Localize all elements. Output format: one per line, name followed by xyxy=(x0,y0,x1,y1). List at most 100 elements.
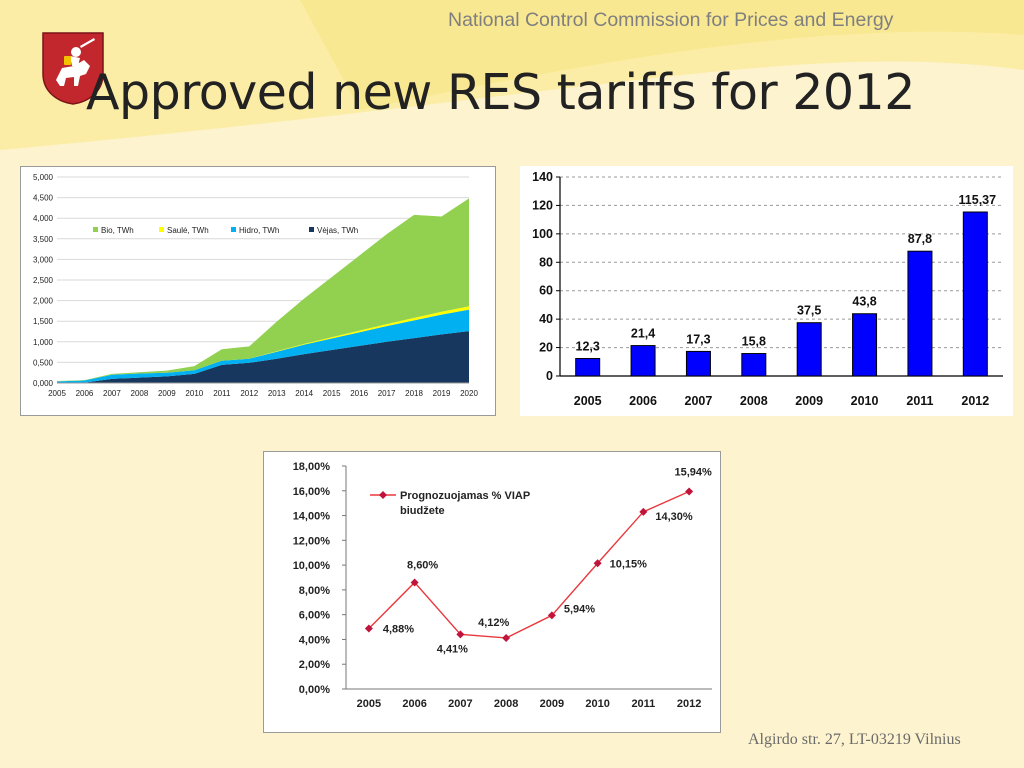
x-tick-label: 2006 xyxy=(76,389,94,398)
x-tick-label: 2005 xyxy=(48,389,66,398)
res-generation-area-chart: 0,000 0,500 1,000 1,500 2,000 2,500 3,000 3,500… xyxy=(33,173,478,398)
x-tick-label: 2012 xyxy=(240,389,258,398)
res-generation-area-chart-panel: 0,000 0,500 1,000 1,500 2,000 2,500 3,000 3,500… xyxy=(20,166,496,416)
x-tick-label: 2012 xyxy=(677,698,701,710)
bar-value-label: 21,4 xyxy=(631,327,655,341)
bar xyxy=(796,322,822,377)
x-tick-label: 2009 xyxy=(158,389,176,398)
data-point-marker xyxy=(502,633,511,642)
data-point-label: 15,94% xyxy=(674,467,712,479)
x-tick-label: 2011 xyxy=(213,389,231,398)
x-tick-label: 2010 xyxy=(185,389,203,398)
area-series-1 xyxy=(57,331,469,383)
legend-swatch xyxy=(231,227,236,232)
bar xyxy=(685,350,711,377)
legend-swatch xyxy=(93,227,98,232)
x-tick-label: 2008 xyxy=(740,394,768,408)
y-tick-label: 1,500 xyxy=(33,317,54,326)
legend-label: Saulė, TWh xyxy=(167,226,209,235)
y-tick-label: 0 xyxy=(546,369,553,383)
x-tick-label: 2006 xyxy=(629,394,657,408)
data-point-marker xyxy=(639,507,648,516)
y-tick-label: 1,000 xyxy=(33,338,54,347)
y-tick-label: 18,00% xyxy=(293,461,331,473)
bar xyxy=(852,313,878,377)
x-tick-label: 2005 xyxy=(574,394,602,408)
y-tick-label: 120 xyxy=(532,198,553,212)
bar-value-label: 43,8 xyxy=(852,295,876,309)
y-tick-label: 4,00% xyxy=(299,634,330,646)
y-tick-label: 100 xyxy=(532,227,553,241)
bar xyxy=(962,211,988,377)
y-tick-label: 20 xyxy=(539,341,553,355)
data-point-marker xyxy=(593,559,602,568)
y-tick-label: 3,500 xyxy=(33,235,54,244)
y-tick-label: 2,00% xyxy=(299,659,330,671)
y-tick-label: 4,500 xyxy=(33,194,54,203)
y-tick-label: 4,000 xyxy=(33,214,54,223)
bar-value-label: 12,3 xyxy=(576,340,600,354)
x-tick-label: 2011 xyxy=(906,394,933,408)
legend-marker xyxy=(379,491,387,499)
area-series-4 xyxy=(57,198,469,382)
legend-label: Vėjas, TWh xyxy=(317,226,358,235)
x-tick-label: 2020 xyxy=(460,389,478,398)
legend-label: Hidro, TWh xyxy=(239,226,279,235)
page-title: Approved new RES tariffs for 2012 xyxy=(86,64,915,121)
y-tick-label: 0,500 xyxy=(33,358,54,367)
x-tick-label: 2019 xyxy=(433,389,451,398)
bar xyxy=(907,250,933,377)
data-point-label: 8,60% xyxy=(407,559,438,571)
x-tick-label: 2009 xyxy=(795,394,823,408)
bar-value-label: 87,8 xyxy=(908,232,932,246)
data-point-label: 4,12% xyxy=(478,617,509,629)
res-support-bar-chart-panel: 0 20 40 60 80 100 120 140 12,3 2005 21,4 2006 17,3 20… xyxy=(520,166,1013,416)
x-tick-label: 2012 xyxy=(961,394,989,408)
series-line xyxy=(368,490,690,639)
x-tick-label: 2016 xyxy=(350,389,368,398)
x-tick-label: 2010 xyxy=(585,698,609,710)
y-tick-label: 80 xyxy=(539,255,553,269)
x-tick-label: 2014 xyxy=(295,389,313,398)
legend-label: biudžete xyxy=(400,505,445,517)
y-tick-label: 8,00% xyxy=(299,585,330,597)
x-tick-label: 2009 xyxy=(540,698,564,710)
x-tick-label: 2017 xyxy=(378,389,396,398)
bar xyxy=(741,353,767,377)
x-tick-label: 2007 xyxy=(103,389,121,398)
viap-budget-line-chart: 0,00% 2,00% 4,00% 6,00% 8,00% 10,00% 12,00% 14,… xyxy=(293,461,712,710)
bar xyxy=(575,358,601,377)
x-tick-label: 2007 xyxy=(685,394,713,408)
data-point-marker xyxy=(410,578,419,587)
x-tick-label: 2018 xyxy=(405,389,423,398)
x-tick-label: 2013 xyxy=(268,389,286,398)
y-tick-label: 0,000 xyxy=(33,379,54,388)
x-tick-label: 2010 xyxy=(851,394,879,408)
viap-budget-line-chart-panel: 0,00% 2,00% 4,00% 6,00% 8,00% 10,00% 12,00% 14,… xyxy=(263,451,721,733)
bar-value-label: 115,37 xyxy=(959,193,997,207)
x-tick-label: 2006 xyxy=(402,698,426,710)
data-point-marker xyxy=(547,611,556,620)
legend-label: Prognozuojamas % VIAP xyxy=(400,490,530,502)
data-point-label: 5,94% xyxy=(564,603,595,615)
data-point-marker xyxy=(456,630,465,639)
y-tick-label: 14,00% xyxy=(293,511,331,523)
coat-of-arms-logo xyxy=(42,32,104,105)
x-tick-label: 2015 xyxy=(323,389,341,398)
x-tick-label: 2007 xyxy=(448,698,472,710)
bar-value-label: 15,8 xyxy=(742,335,766,349)
x-tick-label: 2008 xyxy=(131,389,149,398)
y-tick-label: 16,00% xyxy=(293,486,331,498)
legend-swatch xyxy=(159,227,164,232)
data-point-marker xyxy=(364,624,373,633)
res-support-bar-chart: 0 20 40 60 80 100 120 140 12,3 2005 21,4 2006 17,3 20… xyxy=(532,170,1003,408)
y-tick-label: 2,000 xyxy=(33,297,54,306)
legend-swatch xyxy=(309,227,314,232)
y-tick-label: 140 xyxy=(532,170,553,184)
data-point-label: 10,15% xyxy=(610,558,648,570)
y-tick-label: 0,00% xyxy=(299,684,330,696)
organization-name: National Control Commission for Prices a… xyxy=(448,9,894,31)
bar xyxy=(630,345,656,377)
footer-address: Algirdo str. 27, LT-03219 Vilnius xyxy=(748,731,961,748)
x-tick-label: 2011 xyxy=(631,698,655,710)
